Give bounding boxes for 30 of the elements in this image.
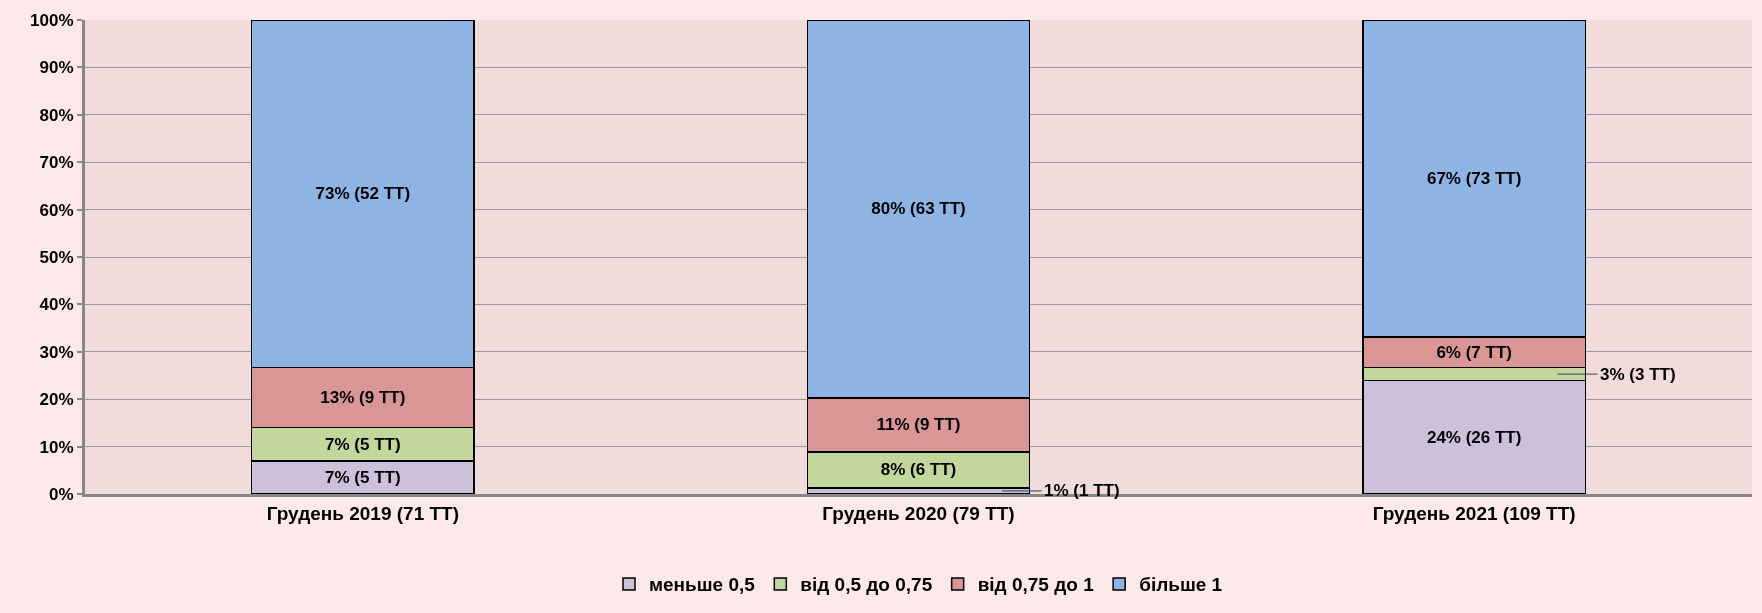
data-label: 3% (3 ТТ) — [1600, 365, 1676, 384]
y-tick-label: 90% — [39, 58, 74, 78]
data-label: 6% (7 ТТ) — [1436, 342, 1512, 362]
y-tick-label: 70% — [39, 153, 74, 173]
data-label: 7% (5 ТТ) — [325, 434, 401, 454]
y-tick-label: 60% — [39, 200, 74, 220]
legend-label: від 0,75 до 1 — [977, 574, 1095, 596]
data-label: 67% (73 ТТ) — [1426, 169, 1522, 189]
legend-label: меньше 0,5 — [649, 574, 756, 596]
y-tick-label: 30% — [39, 342, 74, 362]
y-tick-label: 80% — [39, 105, 74, 125]
data-label: 24% (26 ТТ) — [1426, 427, 1522, 447]
x-tick-label: Грудень 2019 (71 ТТ) — [266, 502, 460, 524]
y-tick-label: 50% — [39, 247, 74, 267]
y-tick-label: 40% — [39, 295, 74, 315]
y-tick-label: 0% — [49, 484, 74, 504]
data-label: 13% (9 ТТ) — [320, 388, 406, 408]
y-tick-label: 10% — [39, 437, 74, 457]
data-label: 8% (6 ТТ) — [880, 460, 957, 480]
data-label: 11% (9 ТТ) — [876, 415, 961, 435]
data-label: 1% (1 ТТ) — [1044, 481, 1120, 500]
data-label: 80% (63 ТТ) — [871, 199, 966, 219]
data-label: 73% (52 ТТ) — [315, 184, 411, 204]
x-tick-label: Грудень 2021 (109 ТТ) — [1372, 502, 1576, 524]
y-tick-label: 20% — [39, 390, 74, 410]
legend-label: від 0,5 до 0,75 — [800, 574, 933, 596]
legend-label: більше 1 — [1139, 574, 1223, 596]
data-label: 7% (5 ТТ) — [325, 467, 401, 487]
y-tick-label: 100% — [30, 10, 74, 30]
x-tick-label: Грудень 2020 (79 ТТ) — [822, 502, 1015, 524]
